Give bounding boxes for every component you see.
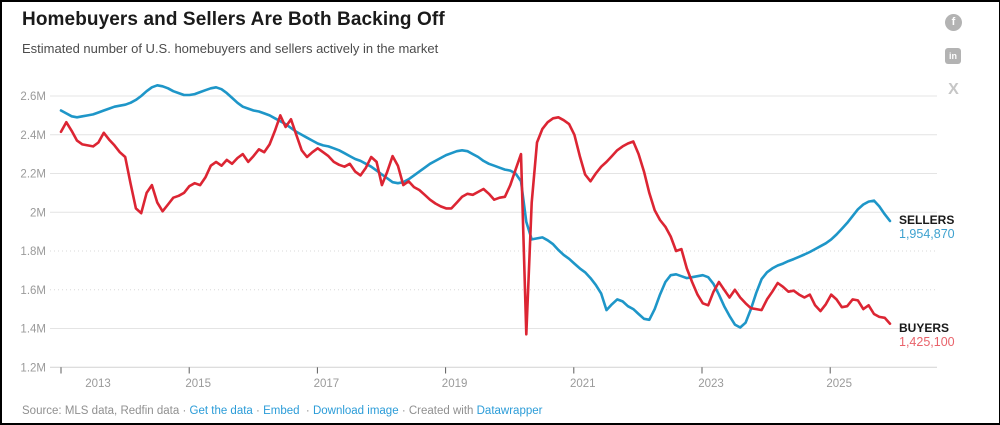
sellers-value: 1,954,870 xyxy=(899,227,955,241)
facebook-share-button[interactable]: f xyxy=(945,14,963,31)
x-share-button[interactable]: X xyxy=(945,81,963,98)
download-image-link[interactable]: Download image xyxy=(312,405,399,417)
page-title: Homebuyers and Sellers Are Both Backing … xyxy=(22,9,445,30)
embed-link[interactable]: Embed xyxy=(263,405,300,417)
y-axis-label: 1.6M xyxy=(20,285,46,297)
x-axis-label: 2021 xyxy=(570,378,596,390)
y-axis-label: 2M xyxy=(30,207,46,219)
sellers-line xyxy=(59,84,892,329)
share-column: f in X xyxy=(945,14,963,115)
x-axis-label: 2015 xyxy=(185,378,211,390)
created-with-text: Created with xyxy=(408,405,474,417)
linkedin-icon: in xyxy=(945,48,961,64)
buyers-series-name: BUYERS xyxy=(899,321,950,335)
y-axis-label: 1.8M xyxy=(20,246,46,258)
chart-subtitle: Estimated number of U.S. homebuyers and … xyxy=(22,41,439,56)
x-axis-label: 2023 xyxy=(698,378,724,390)
buyers-value: 1,425,100 xyxy=(899,335,955,349)
y-axis-label: 2.6M xyxy=(20,91,46,103)
linkedin-share-button[interactable]: in xyxy=(945,48,963,64)
sellers-series-name: SELLERS xyxy=(899,213,955,227)
facebook-icon: f xyxy=(945,14,962,31)
x-axis-label: 2013 xyxy=(85,378,111,390)
x-twitter-icon: X xyxy=(948,81,959,98)
get-the-data-link[interactable]: Get the data xyxy=(189,405,253,417)
y-axis-label: 1.2M xyxy=(20,362,46,374)
y-axis-label: 2.4M xyxy=(20,130,46,142)
buyers-line xyxy=(59,114,892,336)
source-text: Source: MLS data, Redfin data xyxy=(22,405,180,417)
y-axis-label: 2.2M xyxy=(20,169,46,181)
x-axis-label: 2019 xyxy=(442,378,468,390)
buyers-end-label: BUYERS 1,425,100 xyxy=(899,322,955,349)
y-axis-label: 1.4M xyxy=(20,324,46,336)
sellers-end-label: SELLERS 1,954,870 xyxy=(899,214,955,241)
x-axis-label: 2017 xyxy=(314,378,340,390)
datawrapper-link[interactable]: Datawrapper xyxy=(476,405,543,417)
x-axis-label: 2025 xyxy=(826,378,852,390)
chart-footer: Source: MLS data, Redfin data · Get the … xyxy=(22,405,543,417)
